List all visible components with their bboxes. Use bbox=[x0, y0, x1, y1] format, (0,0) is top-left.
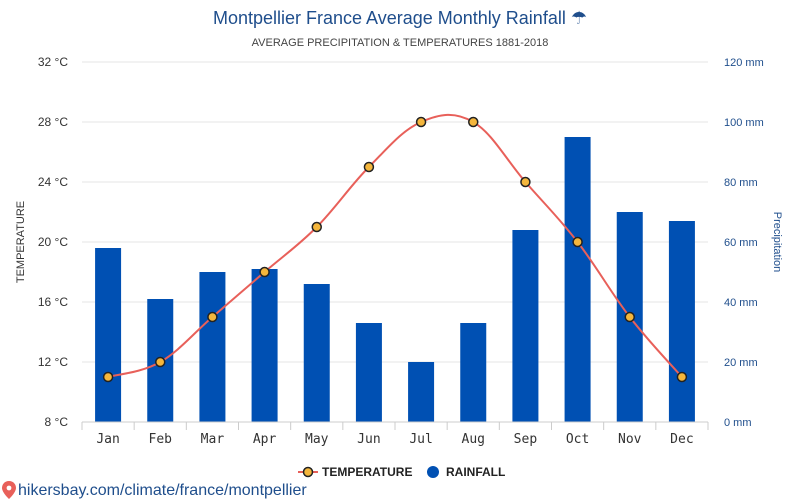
x-tick-label: Mar bbox=[201, 432, 225, 447]
left-tick-label: 12 °C bbox=[38, 355, 68, 369]
map-pin-icon bbox=[2, 481, 16, 499]
temperature-point bbox=[155, 356, 166, 368]
temperature-point bbox=[207, 311, 218, 323]
left-tick-label: 8 °C bbox=[45, 415, 69, 429]
right-axis-title: Precipitation bbox=[771, 212, 783, 273]
left-tick-label: 32 °C bbox=[38, 55, 68, 69]
x-tick-label: Jan bbox=[96, 432, 119, 447]
x-tick-label: Dec bbox=[670, 432, 693, 447]
temperature-point bbox=[102, 371, 114, 383]
source-link[interactable]: hikersbay.com/climate/france/montpellier bbox=[2, 481, 307, 499]
right-tick-label: 40 mm bbox=[724, 297, 758, 309]
left-tick-label: 16 °C bbox=[38, 295, 68, 309]
source-text: hikersbay.com/climate/france/montpellier bbox=[18, 482, 307, 499]
rainfall-bar bbox=[199, 272, 226, 422]
right-tick-label: 60 mm bbox=[724, 237, 758, 249]
temperature-line bbox=[107, 113, 683, 378]
left-tick-label: 24 °C bbox=[38, 175, 68, 189]
x-tick-label: Feb bbox=[149, 432, 173, 447]
temperature-point bbox=[572, 236, 583, 248]
right-tick-label: 80 mm bbox=[724, 177, 758, 189]
left-axis-title: TEMPERATURE bbox=[15, 201, 27, 283]
left-tick-label: 20 °C bbox=[38, 235, 68, 249]
rainfall-bar bbox=[303, 284, 330, 422]
temperature-point bbox=[415, 116, 427, 128]
x-tick-label: Jul bbox=[409, 432, 432, 447]
temperature-point bbox=[676, 371, 688, 383]
temperature-point bbox=[311, 221, 322, 233]
rainfall-bar bbox=[564, 137, 591, 422]
legend-rainfall-marker bbox=[427, 466, 439, 478]
temperature-point bbox=[259, 266, 270, 278]
x-tick-label: Sep bbox=[514, 432, 538, 447]
temperature-point bbox=[468, 116, 479, 128]
x-tick-label: May bbox=[305, 432, 329, 447]
chart-subtitle: AVERAGE PRECIPITATION & TEMPERATURES 188… bbox=[252, 37, 549, 49]
rainfall-bar bbox=[95, 248, 122, 422]
right-axis: 120 mm 100 mm 80 mm 60 mm 40 mm 20 mm 0 mm bbox=[724, 57, 764, 429]
x-tick-label: Jun bbox=[357, 432, 380, 447]
legend-temperature-marker bbox=[302, 466, 314, 478]
x-tick-label: Nov bbox=[618, 432, 642, 447]
right-tick-label: 100 mm bbox=[724, 117, 764, 129]
x-tick-label: Apr bbox=[253, 432, 277, 447]
chart-title: Montpellier France Average Monthly Rainf… bbox=[213, 8, 587, 28]
temperature-point bbox=[363, 161, 375, 173]
legend-item-rainfall[interactable]: RAINFALL bbox=[427, 465, 505, 479]
right-tick-label: 20 mm bbox=[724, 357, 758, 369]
temperature-point bbox=[624, 311, 635, 323]
legend: TEMPERATURE RAINFALL bbox=[298, 465, 505, 479]
right-tick-label: 0 mm bbox=[724, 417, 752, 429]
x-tick-label: Oct bbox=[566, 432, 589, 447]
x-tick-label: Aug bbox=[462, 432, 485, 447]
x-axis: Jan Feb Mar Apr May Jun Jul Aug Sep Oct Nov Dec bbox=[81, 421, 709, 447]
rainfall-bar bbox=[512, 230, 539, 422]
legend-temperature-label: TEMPERATURE bbox=[322, 465, 412, 479]
rainfall-bar bbox=[408, 362, 435, 422]
legend-item-temperature[interactable]: TEMPERATURE bbox=[298, 465, 412, 479]
rainfall-bar bbox=[668, 221, 695, 422]
right-tick-label: 120 mm bbox=[724, 57, 764, 69]
umbrella-icon: ☂ bbox=[571, 8, 587, 28]
left-axis: 32 °C 28 °C 24 °C 20 °C 16 °C 12 °C 8 °C bbox=[38, 55, 68, 429]
legend-rainfall-label: RAINFALL bbox=[446, 465, 505, 479]
rainfall-bar bbox=[251, 269, 278, 422]
rainfall-bars bbox=[95, 137, 695, 422]
temperature-point bbox=[520, 176, 531, 188]
rainfall-bar bbox=[355, 323, 382, 422]
left-tick-label: 28 °C bbox=[38, 115, 68, 129]
grid-lines bbox=[82, 61, 708, 423]
rainfall-bar bbox=[460, 323, 487, 422]
temperature-line-group bbox=[102, 113, 688, 383]
